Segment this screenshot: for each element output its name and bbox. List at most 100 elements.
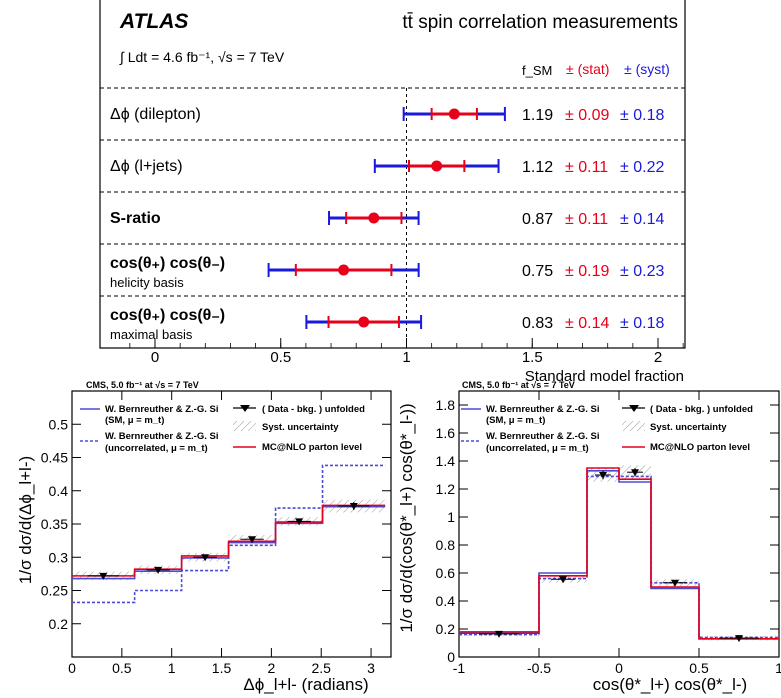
data-point	[201, 554, 210, 562]
y-tick-label: 1.2	[436, 481, 456, 497]
measurement-row: cos(θ₊) cos(θ₋) maximal basis 0.83 ± 0.14 ± …	[110, 307, 664, 342]
atlas-frame	[99, 0, 686, 349]
measurement-row: Δϕ (l+jets) 1.12 ± 0.11 ± 0.22	[110, 158, 664, 176]
legend-syst: Syst. uncertainty	[650, 422, 727, 433]
legend-syst-swatch	[622, 421, 645, 431]
measurement-row: cos(θ₊) cos(θ₋) helicity basis 0.75 ± 0.19 ±…	[110, 255, 664, 290]
y-tick-label: 0	[447, 649, 455, 665]
y-tick-label: 1	[447, 509, 455, 525]
legend-mc: MC@NLO parton level	[650, 442, 750, 453]
cms-right-plot: -1 -0.5 0 0.5 1 0 0.2 0.4 0.6 0.8 1 1.2 1.4 1.6 1.8	[436, 390, 781, 676]
y-tick-label: 0.25	[41, 583, 68, 599]
y-tick-label: 1.8	[436, 397, 456, 413]
measurement-row: S-ratio 0.87 ± 0.11 ± 0.14	[110, 210, 664, 228]
row-value: 0.75	[522, 263, 553, 280]
cms-left-panel: CMS, 5.0 fb⁻¹ at √s = 7 TeV 0 0.5 1 1.5 2 2.5…	[16, 380, 392, 694]
y-tick-label: 0.45	[41, 450, 68, 466]
x-tick-label: 0.5	[270, 349, 291, 366]
legend-sm-line1: W. Bernreuther & Z.-G. Si	[486, 404, 600, 415]
series-uncorrelated-line	[72, 464, 386, 604]
row-stat: ± 0.14	[565, 315, 609, 332]
row-syst: ± 0.18	[620, 315, 664, 332]
row-stat: ± 0.09	[565, 107, 609, 124]
legend-unc-line1: W. Bernreuther & Z.-G. Si	[105, 431, 219, 442]
atlas-logo-text: ATLAS	[119, 10, 188, 33]
y-tick-label: 0.2	[436, 621, 456, 637]
x-tick-label: 0	[151, 349, 159, 366]
row-label: cos(θ₊) cos(θ₋)	[110, 255, 225, 272]
row-value: 1.12	[522, 159, 553, 176]
data-point	[671, 579, 679, 587]
data-point	[599, 472, 607, 479]
legend-data: ( Data - bkg. ) unfolded	[262, 404, 365, 415]
x-tick-label: -1	[453, 660, 466, 676]
legend-unc-line1: W. Bernreuther & Z.-G. Si	[486, 431, 600, 442]
row-sublabel: helicity basis	[110, 275, 184, 290]
y-tick-label: 0.6	[436, 565, 456, 581]
legend-syst: Syst. uncertainty	[262, 422, 339, 433]
y-tick-label: 1.6	[436, 425, 456, 441]
x-tick-label: 0.5	[112, 660, 132, 676]
legend-unc-line2: (uncorrelated, μ = m_t)	[486, 443, 589, 454]
measurement-row: Δϕ (dilepton) 1.19 ± 0.09 ± 0.18	[110, 106, 664, 124]
y-tick-label: 0.3	[49, 549, 69, 565]
row-syst: ± 0.22	[620, 159, 664, 176]
x-tick-label: 1	[168, 660, 176, 676]
x-tick-label: 0	[615, 660, 623, 676]
data-point	[338, 264, 350, 276]
row-value: 0.83	[522, 315, 553, 332]
data-point	[631, 469, 639, 477]
cms-left-y-label: 1/σ dσ/d(Δϕ_l+l-)	[16, 456, 35, 584]
cms-left-legend: W. Bernreuther & Z.-G. Si (SM, μ = m_t) …	[80, 404, 365, 454]
row-label: Δϕ (dilepton)	[110, 106, 201, 123]
row-stat: ± 0.19	[565, 263, 609, 280]
data-point	[358, 316, 370, 328]
legend-data-marker	[240, 405, 250, 412]
x-axis-label: Standard model fraction	[525, 368, 684, 385]
data-point	[735, 635, 743, 643]
row-syst: ± 0.18	[620, 107, 664, 124]
y-tick-label: 0.35	[41, 516, 68, 532]
row-value: 0.87	[522, 211, 553, 228]
x-tick-label: 2	[267, 660, 275, 676]
row-stat: ± 0.11	[565, 211, 608, 228]
atlas-title: tt̄ spin correlation measurements	[402, 12, 678, 33]
row-label: Δϕ (l+jets)	[110, 158, 183, 175]
y-tick-label: 1.4	[436, 453, 456, 469]
data-point	[295, 518, 304, 526]
x-tick-label: 1	[402, 349, 410, 366]
cms-left-header: CMS, 5.0 fb⁻¹ at √s = 7 TeV	[86, 380, 199, 390]
x-tick-label: 0.5	[689, 660, 709, 676]
data-point	[448, 108, 460, 120]
row-label: S-ratio	[110, 210, 161, 227]
atlas-col-fsm: f_SM	[522, 63, 552, 78]
x-tick-label: -0.5	[527, 660, 551, 676]
row-value: 1.19	[522, 107, 553, 124]
cms-right-x-label: cos(θ*_l+) cos(θ*_l-)	[593, 675, 747, 694]
legend-syst-swatch	[233, 421, 256, 431]
y-tick-label: 0.4	[436, 593, 456, 609]
row-label: cos(θ₊) cos(θ₋)	[110, 307, 225, 324]
cms-right-panel: CMS, 5.0 fb⁻¹ at √s = 7 TeV -1 -0.5 0 0.5 1 0…	[397, 380, 781, 694]
y-tick-label: 0.5	[49, 416, 69, 432]
series-mcatnlo-line	[459, 467, 779, 640]
series-mcatnlo-line	[72, 504, 386, 577]
legend-unc-line2: (uncorrelated, μ = m_t)	[105, 443, 208, 454]
legend-data-marker	[629, 405, 639, 412]
data-point	[99, 572, 108, 580]
y-tick-label: 0.2	[49, 616, 69, 632]
atlas-summary-panel: ATLAS tt̄ spin correlation measurements …	[99, 0, 686, 385]
data-point	[248, 536, 257, 544]
cms-right-legend: W. Bernreuther & Z.-G. Si (SM, μ = m_t) …	[461, 404, 753, 454]
y-tick-label: 0.8	[436, 537, 456, 553]
x-tick-label: 1.5	[522, 349, 543, 366]
row-syst: ± 0.23	[620, 263, 664, 280]
x-tick-label: 2	[654, 349, 662, 366]
data-point	[368, 212, 380, 224]
legend-sm-line1: W. Bernreuther & Z.-G. Si	[105, 404, 219, 415]
plot-frame	[458, 390, 780, 658]
atlas-rows: Δϕ (dilepton) 1.19 ± 0.09 ± 0.18 Δϕ (l+jets)…	[100, 87, 685, 349]
atlas-x-axis: 0 0.5 1 1.5 2 Standard model fraction	[129, 338, 684, 385]
legend-mc: MC@NLO parton level	[262, 442, 362, 453]
row-syst: ± 0.14	[620, 211, 664, 228]
